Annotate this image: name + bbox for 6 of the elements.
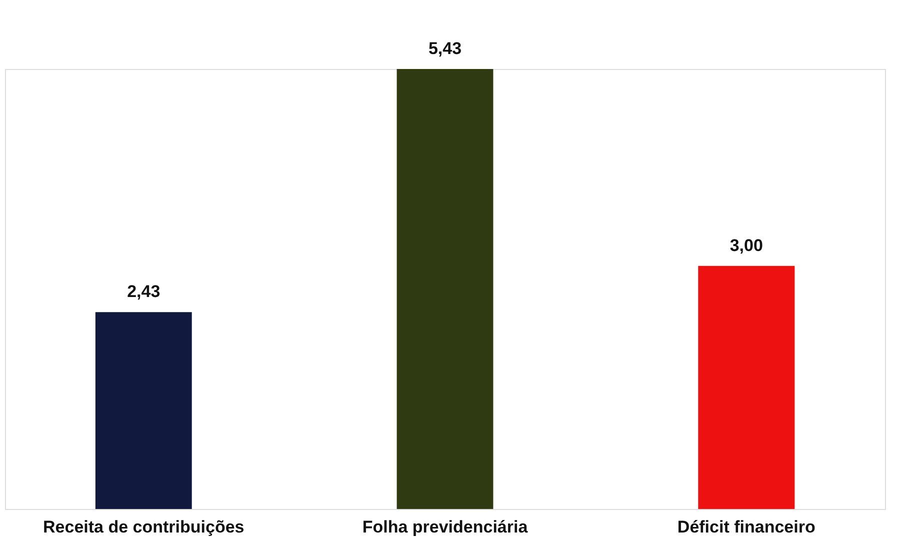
x-tick-label: Folha previdenciária — [362, 518, 528, 536]
data-label: 2,43 — [127, 282, 160, 302]
data-label: 3,00 — [730, 236, 763, 255]
x-tick-label: Receita de contribuições — [43, 518, 244, 536]
x-tick-label: Déficit financeiro — [677, 518, 816, 536]
data-label: 5,43 — [428, 39, 462, 58]
